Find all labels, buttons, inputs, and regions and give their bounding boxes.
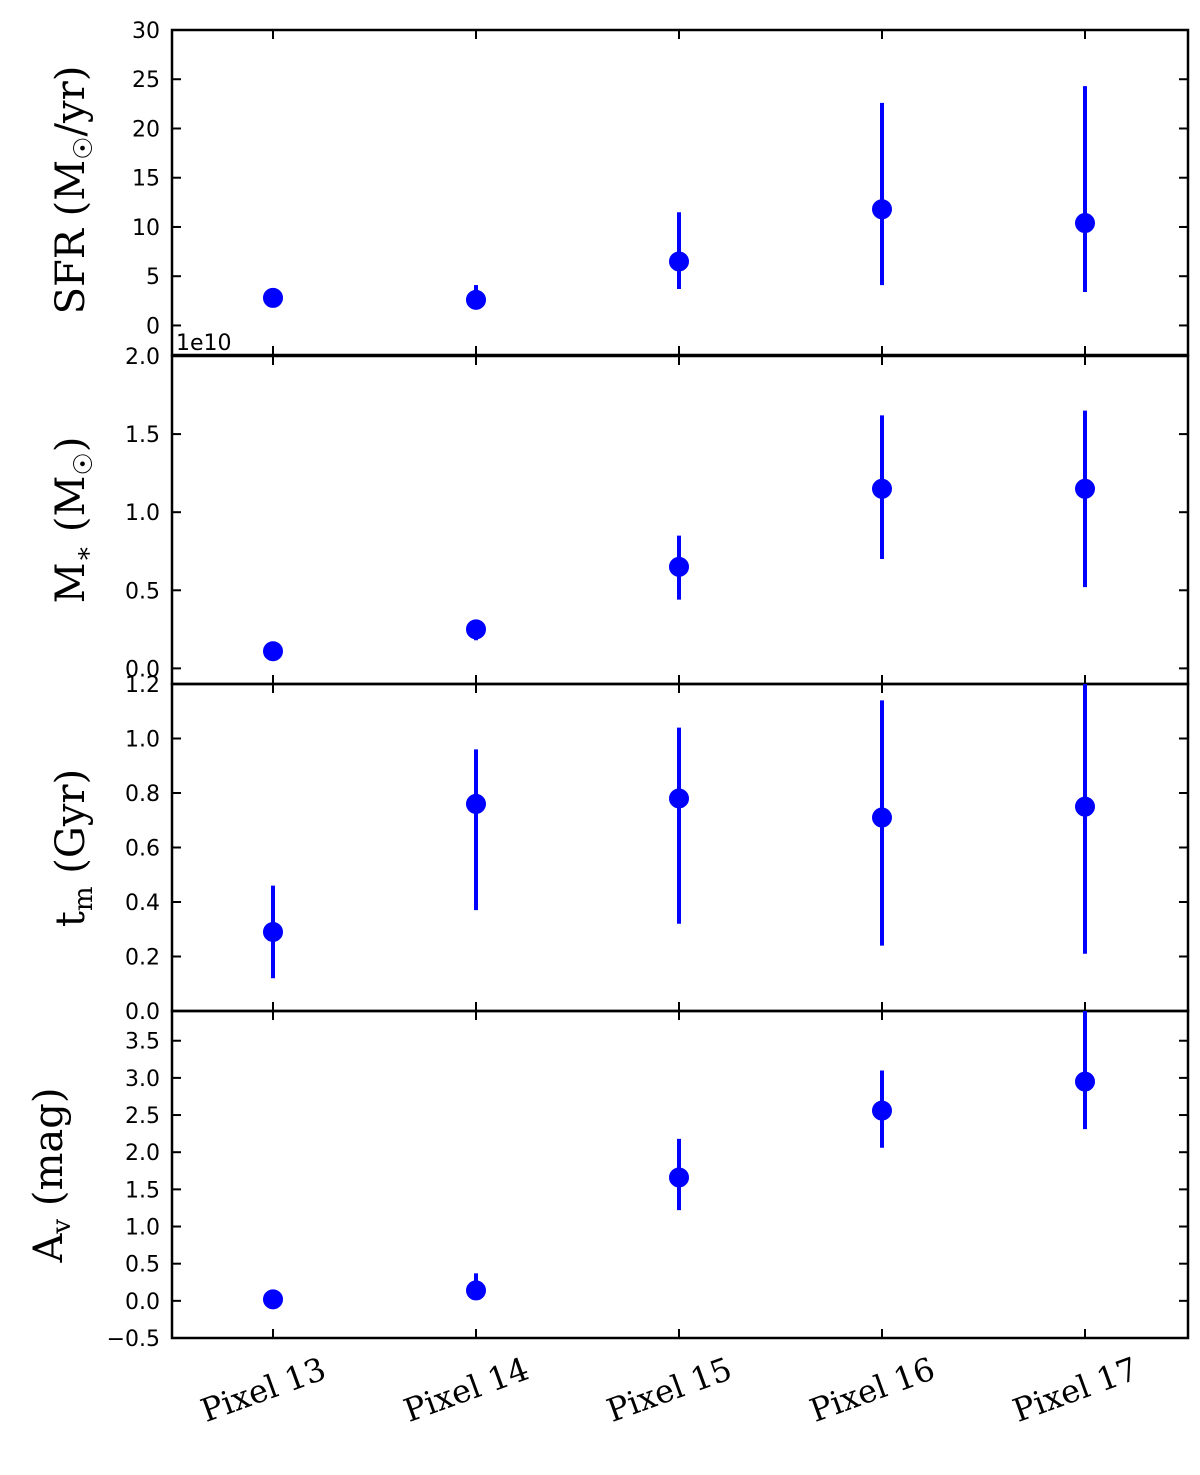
y-tick-label: 30 bbox=[132, 19, 160, 44]
y-tick-label: 3.0 bbox=[125, 1067, 160, 1092]
y-tick-label: 5 bbox=[146, 265, 160, 290]
y-tick-label: 1.2 bbox=[125, 673, 160, 698]
stellar-mass-panel: 0.0 0.5 1.0 1.5 2.0 1e10 bbox=[125, 331, 1190, 686]
y-tick-label: 2.0 bbox=[125, 345, 160, 370]
data-point bbox=[669, 1167, 689, 1188]
data-point bbox=[1075, 796, 1095, 817]
data-point bbox=[872, 1100, 892, 1121]
age-axis-label: tm (Gyr) bbox=[48, 769, 99, 927]
y-tick-label: 0.0 bbox=[125, 1000, 160, 1025]
y-tick-label: 15 bbox=[132, 167, 160, 192]
data-group bbox=[263, 1011, 1095, 1310]
data-point bbox=[872, 478, 892, 499]
y-tick-label: 0.5 bbox=[125, 1253, 160, 1278]
axis-offset-text: 1e10 bbox=[176, 331, 232, 356]
data-group bbox=[263, 410, 1095, 662]
data-point bbox=[872, 199, 892, 220]
y-tick-label: 0.0 bbox=[125, 657, 160, 682]
sfr-axis-label: SFR (M☉/yr) bbox=[48, 66, 99, 315]
y-tick-label: −0.5 bbox=[107, 1327, 160, 1352]
plot-frame bbox=[170, 28, 1190, 357]
x-category-label: Pixel 16 bbox=[805, 1350, 940, 1430]
plot-frame bbox=[170, 354, 1190, 686]
data-point bbox=[466, 289, 486, 310]
data-point bbox=[263, 287, 283, 308]
data-point bbox=[263, 641, 283, 662]
y-tick-label: 10 bbox=[132, 216, 160, 241]
y-tick-label: 1.0 bbox=[125, 1216, 160, 1241]
data-point bbox=[263, 1289, 283, 1310]
y-tick-label: 2.5 bbox=[125, 1104, 160, 1129]
y-tick-label: 25 bbox=[132, 68, 160, 93]
data-point bbox=[669, 556, 689, 577]
y-tick-label: 0.6 bbox=[125, 837, 160, 862]
x-category-label: Pixel 14 bbox=[399, 1350, 534, 1430]
sfr-panel: 0 5 10 15 20 25 30 bbox=[132, 19, 1190, 357]
y-tick-label: 20 bbox=[132, 117, 160, 142]
stellar-mass-axis-label: M∗ (M☉) bbox=[48, 437, 99, 604]
data-group bbox=[263, 86, 1095, 310]
y-tick-label: 1.5 bbox=[125, 1178, 160, 1203]
data-point bbox=[466, 619, 486, 640]
y-tick-label: 3.5 bbox=[125, 1030, 160, 1055]
data-point bbox=[466, 1280, 486, 1301]
y-tick-label: 0.4 bbox=[125, 891, 160, 916]
y-tick-label: 0.2 bbox=[125, 946, 160, 971]
y-tick-label: 0 bbox=[146, 314, 160, 339]
x-category-label: Pixel 13 bbox=[196, 1350, 331, 1430]
y-tick-label: 0.5 bbox=[125, 579, 160, 604]
y-tick-label: 1.5 bbox=[125, 423, 160, 448]
data-point bbox=[669, 788, 689, 809]
data-group bbox=[263, 684, 1095, 979]
x-category-label: Pixel 17 bbox=[1008, 1350, 1143, 1430]
data-point bbox=[1075, 213, 1095, 234]
data-point bbox=[263, 921, 283, 942]
mass-weighted-age-panel: 0.0 0.2 0.4 0.6 0.8 1.0 1.2 bbox=[125, 673, 1190, 1025]
data-point bbox=[1075, 478, 1095, 499]
y-tick-label: 2.0 bbox=[125, 1141, 160, 1166]
data-point bbox=[669, 251, 689, 272]
y-tick-label: 1.0 bbox=[125, 728, 160, 753]
extinction-axis-label: Av (mag) bbox=[26, 1088, 77, 1264]
extinction-panel: −0.5 0.0 0.5 1.0 1.5 2.0 2.5 3.0 3.5 bbox=[107, 1009, 1190, 1352]
y-tick-label: 0.0 bbox=[125, 1290, 160, 1315]
y-tick-label: 0.8 bbox=[125, 782, 160, 807]
y-tick-label: 1.0 bbox=[125, 501, 160, 526]
data-point bbox=[872, 807, 892, 828]
x-category-label: Pixel 15 bbox=[602, 1350, 737, 1430]
data-point bbox=[1075, 1071, 1095, 1092]
data-point bbox=[466, 793, 486, 814]
